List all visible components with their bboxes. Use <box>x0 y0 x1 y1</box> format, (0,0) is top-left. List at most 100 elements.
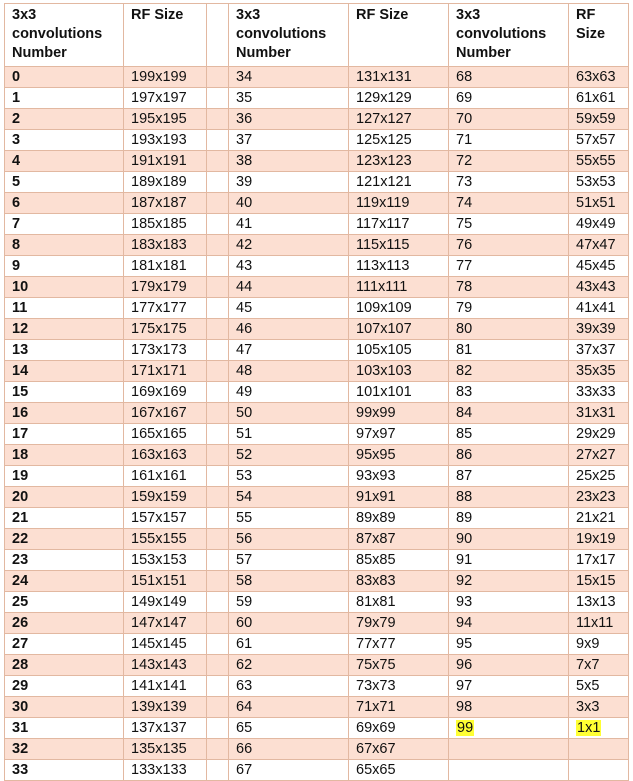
column-gap <box>206 591 229 613</box>
table-row: 4 191x191 38 123x123 72 55x55 <box>4 150 629 172</box>
rf-size-cell: 187x187 <box>123 192 207 214</box>
conv-number-cell: 19 <box>4 465 124 487</box>
table-row: 11 177x177 45 109x109 79 41x41 <box>4 297 629 319</box>
column-gap <box>206 528 229 550</box>
conv-number-cell: 60 <box>228 612 349 634</box>
header-conv-number-3: 3x3 convolutions Number <box>448 3 569 67</box>
rf-size-cell: 5x5 <box>568 675 629 697</box>
conv-number-cell: 78 <box>448 276 569 298</box>
rf-size-cell: 73x73 <box>348 675 449 697</box>
rf-size-cell: 43x43 <box>568 276 629 298</box>
table-row: 23 153x153 57 85x85 91 17x17 <box>4 549 629 571</box>
rf-size-cell: 11x11 <box>568 612 629 634</box>
column-gap <box>206 507 229 529</box>
rf-size-cell: 105x105 <box>348 339 449 361</box>
table-row: 16 167x167 50 99x99 84 31x31 <box>4 402 629 424</box>
conv-number-cell: 39 <box>228 171 349 193</box>
conv-number-cell: 5 <box>4 171 124 193</box>
rf-size-cell: 103x103 <box>348 360 449 382</box>
conv-number-cell: 7 <box>4 213 124 235</box>
conv-number-cell: 40 <box>228 192 349 214</box>
rf-size-cell: 57x57 <box>568 129 629 151</box>
conv-number-cell: 99 <box>448 717 569 739</box>
conv-number-cell: 50 <box>228 402 349 424</box>
conv-number-cell: 55 <box>228 507 349 529</box>
rf-size-cell: 131x131 <box>348 66 449 88</box>
column-gap <box>206 213 229 235</box>
conv-number-cell: 51 <box>228 423 349 445</box>
rf-size-cell: 31x31 <box>568 402 629 424</box>
rf-size-cell: 27x27 <box>568 444 629 466</box>
conv-number-cell: 32 <box>4 738 124 760</box>
rf-size-cell: 25x25 <box>568 465 629 487</box>
rf-size-cell: 135x135 <box>123 738 207 760</box>
conv-number-cell: 88 <box>448 486 569 508</box>
conv-number-cell: 97 <box>448 675 569 697</box>
conv-number-cell: 17 <box>4 423 124 445</box>
header-row: 3x3 convolutions Number RF Size 3x3 conv… <box>4 3 629 67</box>
table-row: 25 149x149 59 81x81 93 13x13 <box>4 591 629 613</box>
table-row: 10 179x179 44 111x111 78 43x43 <box>4 276 629 298</box>
rf-size-cell: 95x95 <box>348 444 449 466</box>
conv-number-cell: 9 <box>4 255 124 277</box>
rf-size-cell: 119x119 <box>348 192 449 214</box>
conv-number-cell: 35 <box>228 87 349 109</box>
conv-number-cell: 79 <box>448 297 569 319</box>
rf-size-cell: 141x141 <box>123 675 207 697</box>
conv-number-cell: 71 <box>448 129 569 151</box>
conv-number-cell: 2 <box>4 108 124 130</box>
conv-number-cell: 70 <box>448 108 569 130</box>
rf-size-cell: 195x195 <box>123 108 207 130</box>
column-gap <box>206 339 229 361</box>
conv-number-cell: 69 <box>448 87 569 109</box>
rf-size-cell: 127x127 <box>348 108 449 130</box>
column-gap <box>206 192 229 214</box>
rf-size-cell: 161x161 <box>123 465 207 487</box>
conv-number-cell: 80 <box>448 318 569 340</box>
rf-size-cell: 165x165 <box>123 423 207 445</box>
conv-number-cell: 27 <box>4 633 124 655</box>
rf-size-cell: 151x151 <box>123 570 207 592</box>
table-row: 18 163x163 52 95x95 86 27x27 <box>4 444 629 466</box>
column-gap <box>206 717 229 739</box>
rf-size-cell: 143x143 <box>123 654 207 676</box>
rf-size-cell: 129x129 <box>348 87 449 109</box>
rf-size-cell: 109x109 <box>348 297 449 319</box>
column-gap <box>206 402 229 424</box>
column-gap <box>206 465 229 487</box>
rf-size-cell: 125x125 <box>348 129 449 151</box>
rf-size-cell: 99x99 <box>348 402 449 424</box>
rf-size-cell: 75x75 <box>348 654 449 676</box>
column-gap <box>206 486 229 508</box>
rf-size-cell: 45x45 <box>568 255 629 277</box>
header-rf-size-2: RF Size <box>348 3 449 67</box>
conv-number-cell: 56 <box>228 528 349 550</box>
conv-number-cell: 24 <box>4 570 124 592</box>
rf-size-cell: 17x17 <box>568 549 629 571</box>
conv-number-cell <box>448 759 569 781</box>
rf-size-cell: 193x193 <box>123 129 207 151</box>
table-row: 8 183x183 42 115x115 76 47x47 <box>4 234 629 256</box>
column-gap <box>206 633 229 655</box>
table-row: 13 173x173 47 105x105 81 37x37 <box>4 339 629 361</box>
table-row: 33 133x133 67 65x65 <box>4 759 629 781</box>
rf-size-cell: 13x13 <box>568 591 629 613</box>
conv-number-cell: 41 <box>228 213 349 235</box>
column-gap <box>206 612 229 634</box>
rf-size-cell: 91x91 <box>348 486 449 508</box>
rf-size-cell: 53x53 <box>568 171 629 193</box>
conv-number-cell: 43 <box>228 255 349 277</box>
rf-size-cell: 179x179 <box>123 276 207 298</box>
conv-number-cell: 86 <box>448 444 569 466</box>
column-gap <box>206 381 229 403</box>
rf-size-cell: 97x97 <box>348 423 449 445</box>
table-row: 19 161x161 53 93x93 87 25x25 <box>4 465 629 487</box>
rf-size-cell: 29x29 <box>568 423 629 445</box>
rf-size-cell: 37x37 <box>568 339 629 361</box>
rf-size-cell: 147x147 <box>123 612 207 634</box>
conv-number-cell: 16 <box>4 402 124 424</box>
table-row: 12 175x175 46 107x107 80 39x39 <box>4 318 629 340</box>
column-gap <box>206 234 229 256</box>
rf-size-cell: 197x197 <box>123 87 207 109</box>
table-row: 32 135x135 66 67x67 <box>4 738 629 760</box>
